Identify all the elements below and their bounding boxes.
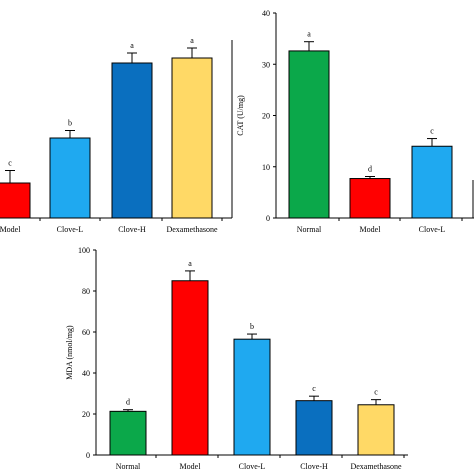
significance-letter: d bbox=[368, 164, 372, 173]
y-tick-label: 10 bbox=[262, 163, 270, 172]
category-label: Normal bbox=[116, 462, 141, 471]
y-tick-label: 0 bbox=[266, 214, 270, 223]
chart-panel-bottom: 0 20 40 60 80 100 MDA (nmol/mg) d Normal a Model b C… bbox=[65, 246, 408, 471]
bar-clove-h bbox=[111, 62, 153, 219]
bar-normal bbox=[288, 50, 330, 219]
y-tick-label: 20 bbox=[262, 112, 270, 121]
significance-letter: a bbox=[190, 36, 194, 45]
bar-model bbox=[171, 280, 209, 456]
bar-clove-l bbox=[49, 137, 91, 219]
bar-model bbox=[0, 182, 31, 219]
chart-panel-top-right: 0 10 20 30 40 CAT (U/mg) a Normal d Model c Clove-L bbox=[236, 9, 474, 234]
y-tick-label: 40 bbox=[82, 369, 90, 378]
y-tick-label: 20 bbox=[82, 410, 90, 419]
y-tick-label: 80 bbox=[82, 287, 90, 296]
category-label: Clove-L bbox=[419, 225, 446, 234]
significance-letter: a bbox=[130, 41, 134, 50]
category-label: Model bbox=[360, 225, 382, 234]
y-axis-label: MDA (nmol/mg) bbox=[65, 325, 74, 380]
significance-letter: a bbox=[188, 259, 192, 268]
y-tick-label: 60 bbox=[82, 328, 90, 337]
y-tick-label: 0 bbox=[86, 451, 90, 460]
category-label: Clove-H bbox=[300, 462, 328, 471]
significance-letter: c bbox=[312, 384, 316, 393]
significance-letter: b bbox=[250, 322, 254, 331]
bar-model bbox=[349, 178, 391, 219]
category-label: Dexamethasone bbox=[166, 225, 218, 234]
bar-dexamethasone bbox=[171, 57, 213, 219]
significance-letter: c bbox=[430, 127, 434, 136]
category-label: Clove-H bbox=[118, 225, 146, 234]
y-tick-label: 30 bbox=[262, 60, 270, 69]
category-label: Clove-L bbox=[239, 462, 266, 471]
category-label: Model bbox=[0, 225, 21, 234]
y-tick-label: 40 bbox=[262, 9, 270, 18]
significance-letter: b bbox=[68, 119, 72, 128]
y-tick-label: 100 bbox=[78, 246, 90, 255]
chart-panel-top-left: c Model b Clove-L a Clove-H a Dexamethasone bbox=[0, 36, 233, 234]
bar-normal bbox=[109, 410, 147, 456]
bar-clove-h bbox=[295, 400, 333, 456]
category-label: Clove-L bbox=[57, 225, 84, 234]
bar-dexamethasone bbox=[357, 404, 395, 456]
significance-letter: d bbox=[126, 398, 130, 407]
significance-letter: c bbox=[374, 388, 378, 397]
bar-clove-l bbox=[411, 145, 453, 219]
category-label: Normal bbox=[297, 225, 322, 234]
y-axis-label: CAT (U/mg) bbox=[236, 95, 245, 136]
bar-clove-l bbox=[233, 338, 271, 456]
category-label: Model bbox=[180, 462, 202, 471]
significance-letter: c bbox=[8, 159, 12, 168]
significance-letter: a bbox=[307, 30, 311, 39]
category-label: Dexamethasone bbox=[350, 462, 402, 471]
